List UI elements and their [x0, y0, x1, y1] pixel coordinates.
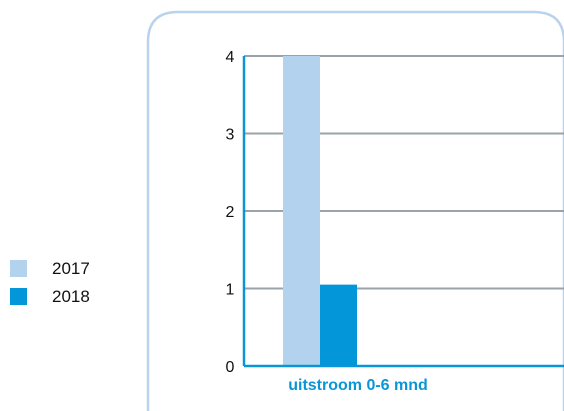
legend-label-2017: 2017: [52, 259, 90, 278]
chart-frame: [146, 10, 564, 411]
bar-2018: [320, 284, 357, 366]
y-tick-label: 2: [226, 204, 235, 221]
y-tick-label: 3: [226, 127, 235, 144]
legend: 2017 2018: [10, 259, 90, 306]
y-tick-label: 4: [226, 49, 235, 66]
legend-swatch-2017: [10, 260, 27, 277]
y-tick-label: 0: [226, 359, 235, 376]
bar-2017: [283, 56, 320, 366]
legend-label-2018: 2018: [52, 287, 90, 306]
y-tick-labels: 0 1 2 3 4: [226, 49, 235, 376]
legend-swatch-2018: [10, 288, 27, 305]
bars: [283, 56, 357, 366]
x-category-label: uitstroom 0-6 mnd: [288, 377, 428, 394]
y-tick-label: 1: [226, 282, 235, 299]
